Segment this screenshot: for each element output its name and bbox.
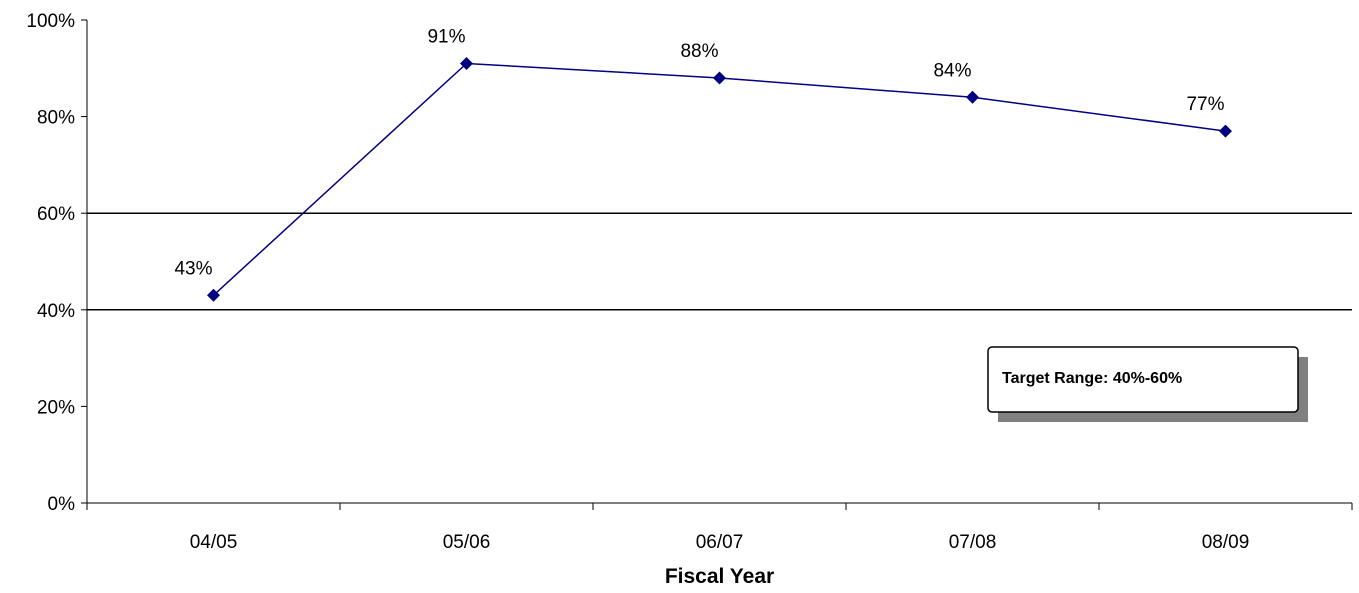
target-range-annotation: Target Range: 40%-60%	[987, 346, 1308, 422]
x-tick-label: 04/05	[190, 532, 238, 553]
data-label: 77%	[1186, 94, 1224, 115]
y-tick-label: 60%	[37, 204, 75, 225]
y-tick-label: 40%	[37, 301, 75, 322]
y-tick-label: 0%	[48, 494, 76, 515]
data-point	[1219, 124, 1232, 138]
data-label: 43%	[174, 258, 212, 279]
data-label: 84%	[933, 60, 971, 81]
x-tick-label: 05/06	[443, 532, 491, 553]
y-tick-label: 20%	[37, 397, 75, 418]
data-label: 91%	[427, 26, 465, 47]
series-line	[212, 62, 1226, 296]
y-tick-label: 80%	[37, 108, 75, 129]
data-point	[966, 90, 979, 104]
annotation-text: Target Range: 40%-60%	[1002, 370, 1182, 387]
x-tick-label: 08/09	[1202, 532, 1250, 553]
x-axis-title: Fiscal Year	[665, 565, 774, 588]
data-point	[713, 71, 726, 85]
data-label: 88%	[680, 41, 718, 62]
y-tick-label: 100%	[26, 11, 75, 32]
data-point	[207, 288, 220, 302]
x-tick-label: 07/08	[949, 532, 997, 553]
data-point	[460, 56, 473, 70]
x-tick-label: 06/07	[696, 532, 744, 553]
